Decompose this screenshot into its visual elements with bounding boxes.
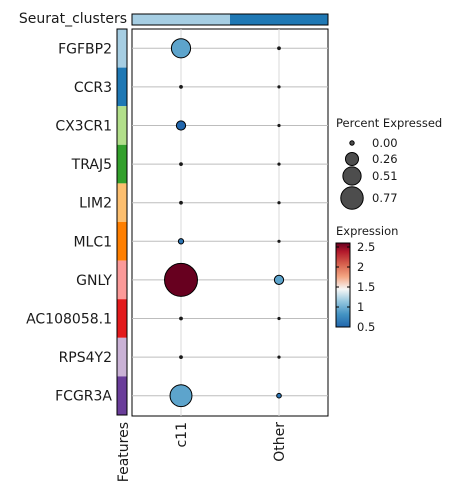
size-legend-dot	[349, 140, 355, 146]
left-strip-gnly	[117, 260, 127, 300]
dot-cx3cr1-c11	[175, 120, 187, 131]
left-annotation-strip	[116, 28, 128, 416]
top-strip-c11	[132, 14, 230, 25]
left-strip-rps4y2	[117, 337, 127, 377]
top-annotation-title: Seurat_clusters	[19, 11, 127, 27]
dot-ccr3-other	[277, 85, 281, 89]
size-legend: 0.00 0.26 0.51 0.77	[340, 136, 398, 210]
group-labels: c11 Other	[174, 422, 288, 462]
dot-rps4y2-other	[277, 355, 281, 359]
left-strip-cx3cr1	[117, 106, 127, 145]
grid-lines	[132, 29, 328, 416]
group-label-c11: c11	[174, 422, 190, 448]
color-legend-label: 2.5	[357, 240, 375, 254]
gene-label-rps4y2: RPS4Y2	[59, 350, 112, 366]
color-legend-label: 1	[357, 300, 364, 314]
dot-lim2-c11	[179, 200, 183, 205]
color-legend-label: 1.5	[357, 280, 375, 294]
dot-ccr3-c11	[179, 85, 183, 89]
dot-lim2-other	[277, 201, 281, 205]
gene-label-gnly: GNLY	[76, 273, 112, 289]
gene-label-lim2: LIM2	[79, 196, 112, 212]
gene-label-ccr3: CCR3	[74, 80, 112, 96]
dot-traj5-other	[277, 162, 281, 166]
gene-labels: FGFBP2 CCR3 CX3CR1 TRAJ5 LIM2 MLC1 GNLY AC10805…	[26, 41, 112, 404]
gene-label-mlc1: MLC1	[73, 234, 112, 250]
color-legend-label: 0.5	[357, 320, 375, 334]
left-strip-traj5	[117, 144, 127, 184]
dot-rps4y2-c11	[179, 355, 183, 359]
dot-ac108058.1-c11	[179, 316, 183, 321]
gene-label-traj5: TRAJ5	[71, 157, 112, 173]
dot-cx3cr1-other	[277, 123, 281, 128]
top-annotation-strip	[131, 13, 329, 26]
size-legend-label: 0.51	[372, 169, 398, 183]
left-strip-border	[116, 28, 128, 416]
left-strip-lim2	[117, 183, 127, 222]
left-strip-mlc1	[117, 222, 127, 261]
size-legend-label: 0.77	[372, 191, 398, 205]
plot-panel	[131, 28, 329, 417]
dot-traj5-c11	[179, 162, 183, 166]
dot-gnly-other	[273, 274, 285, 286]
dot-fgfbp2-other	[277, 46, 281, 51]
gene-label-fcgr3a: FCGR3A	[55, 389, 112, 405]
left-strip-ac108058.1	[117, 299, 127, 338]
size-legend-label: 0.26	[372, 152, 398, 166]
group-label-other: Other	[272, 422, 288, 462]
left-strip-fgfbp2	[117, 29, 127, 68]
dot-fcgr3a-c11	[169, 384, 193, 408]
size-legend-dot	[342, 166, 362, 186]
gene-label-cx3cr1: CX3CR1	[55, 119, 112, 135]
dots-layer	[164, 38, 285, 408]
size-legend-dot	[340, 186, 364, 210]
color-legend-ticks: 0.5 1 1.5 2 2.5	[336, 240, 375, 334]
color-legend-bar	[335, 242, 351, 328]
gene-label-ac108058.1: AC108058.1	[26, 312, 112, 328]
size-legend-title: Percent Expressed	[336, 116, 442, 130]
color-legend-title: Expression	[336, 224, 398, 238]
dot-mlc1-c11	[177, 238, 185, 245]
color-legend-label: 2	[357, 260, 364, 274]
top-strip-other	[230, 14, 328, 25]
dot-fgfbp2-c11	[170, 38, 192, 59]
dot-gnly-c11	[164, 262, 198, 297]
dot-ac108058.1-other	[277, 316, 281, 321]
feature-axis-label: Features	[116, 422, 132, 482]
dot-mlc1-other	[277, 239, 281, 243]
top-strip-border	[131, 13, 329, 26]
dot-fcgr3a-other	[276, 392, 282, 399]
gene-label-fgfbp2: FGFBP2	[58, 41, 112, 57]
size-legend-label: 0.00	[372, 136, 398, 150]
left-strip-fcgr3a	[117, 376, 127, 415]
left-strip-ccr3	[117, 67, 127, 107]
size-legend-dot	[344, 151, 360, 167]
